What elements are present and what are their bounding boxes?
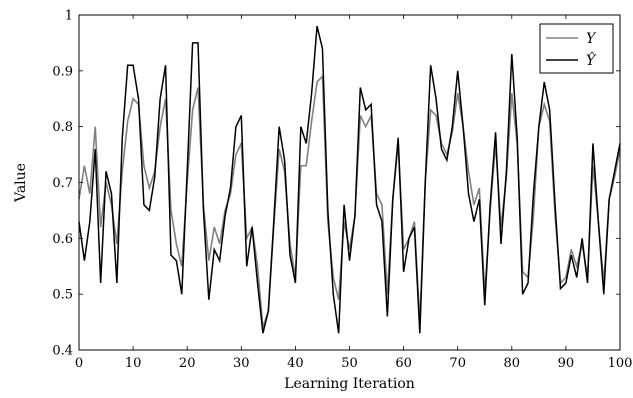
axis-ticks: 0 10 20 30 40 50 60 70 80 90 100 0.4 0.5 0.6 0.7 0.8 0.9… [52,9,632,372]
x-tick-label: 40 [287,356,304,371]
x-tick-label: 80 [504,356,521,371]
y-tick-label: 0.4 [52,344,73,359]
plot-area-frame [78,14,621,351]
series-line-y [78,74,621,328]
y-tick-label: 0.6 [52,232,73,247]
x-tick-label: 50 [341,356,358,371]
x-tick-label: 60 [395,356,412,371]
x-tick-label: 30 [233,356,250,371]
legend-box [539,23,614,74]
y-tick-label: 0.8 [52,120,73,135]
series-line-y-hat [78,25,621,334]
y-tick-label: 1 [65,9,73,24]
x-axis-label: Learning Iteration [284,376,415,392]
legend-label-y: Y [586,31,597,47]
x-tick-label: 20 [179,356,196,371]
y-axis-label: Value [13,163,29,203]
x-tick-label: 100 [608,356,633,371]
x-tick-label: 0 [75,356,83,371]
y-tick-label: 0.5 [52,288,73,303]
legend-label-y-hat: Ŷ [586,51,597,69]
x-tick-label: 90 [558,356,575,371]
legend: Y Ŷ [539,23,614,74]
plot-lines [78,25,621,334]
x-tick-label: 70 [449,356,466,371]
x-tick-label: 10 [125,356,142,371]
y-tick-label: 0.7 [52,176,73,191]
y-tick-label: 0.9 [52,64,73,79]
